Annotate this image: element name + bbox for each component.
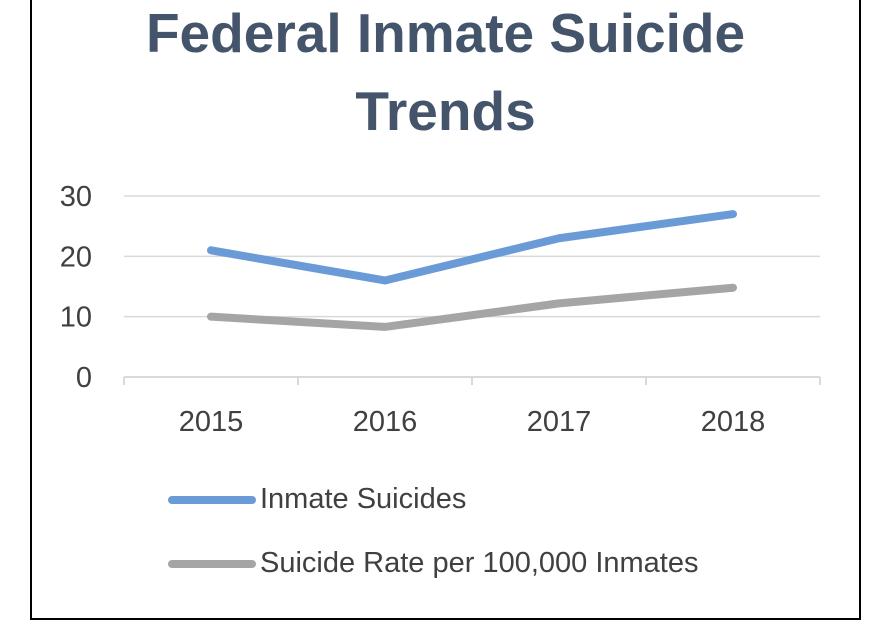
data-point xyxy=(732,213,734,215)
series-line-2 xyxy=(207,283,737,331)
x-axis xyxy=(123,376,821,385)
y-tick-label: 30 xyxy=(60,181,92,213)
data-point xyxy=(210,316,212,318)
legend-label-inmate-suicides: Inmate Suicides xyxy=(260,483,467,515)
y-tick-label: 10 xyxy=(60,302,92,334)
chart-title-line-1: Federal Inmate Suicide xyxy=(145,2,746,64)
x-tick-label: 2015 xyxy=(179,406,244,438)
legend-swatches xyxy=(168,496,256,568)
series-lines xyxy=(207,210,737,331)
data-point xyxy=(384,326,386,328)
y-tick-labels: 0 10 20 30 xyxy=(60,181,92,394)
x-tick-labels: 2015 2016 2017 2018 xyxy=(179,406,766,438)
series-line-1 xyxy=(207,210,737,285)
legend-label-suicide-rate: Suicide Rate per 100,000 Inmates xyxy=(260,547,699,579)
data-point xyxy=(384,279,386,281)
x-tick-label: 2016 xyxy=(353,406,418,438)
data-point xyxy=(732,287,734,289)
y-tick-label: 20 xyxy=(60,241,92,273)
y-tick-label: 0 xyxy=(76,362,92,394)
data-point xyxy=(558,237,560,239)
data-point xyxy=(210,249,212,251)
chart-frame xyxy=(30,0,861,620)
x-tick-label: 2017 xyxy=(527,406,592,438)
x-tick-label: 2018 xyxy=(701,406,766,438)
chart-title-line-2: Trends xyxy=(355,80,536,142)
data-point xyxy=(558,302,560,304)
